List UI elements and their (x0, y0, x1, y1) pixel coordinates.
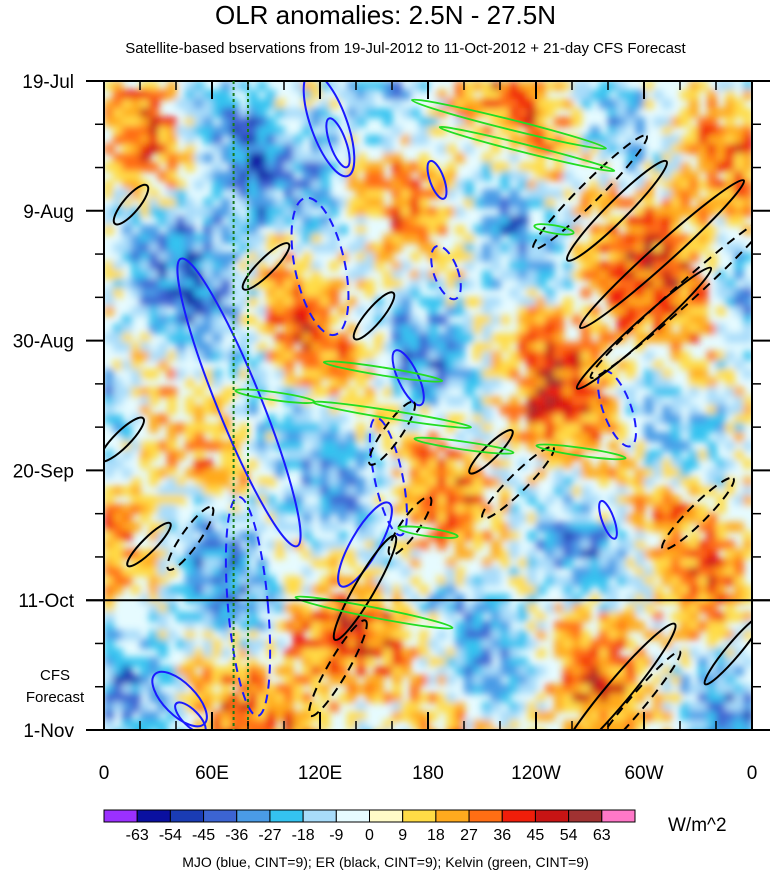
colorbar-swatch (402, 809, 437, 823)
legend-footer: MJO (blue, CINT=9); ER (black, CINT=9); … (182, 854, 589, 870)
colorbar-swatch (468, 809, 503, 823)
colorbar-swatch (369, 809, 404, 823)
colorbar-level-label: -36 (225, 827, 248, 844)
cfs-label-line2: Forecast (25, 689, 85, 706)
colorbar-level-label: 0 (365, 827, 374, 844)
cfs-label-line1: CFS (40, 667, 70, 684)
colorbar-swatch (103, 809, 138, 823)
x-tick-label: 0 (747, 763, 758, 784)
colorbar-level-label: -27 (258, 827, 281, 844)
colorbar-level-label: -54 (159, 827, 182, 844)
heatmap-field (104, 81, 752, 730)
colorbar-swatch (568, 809, 603, 823)
colorbar-swatch (435, 809, 470, 823)
colorbar-swatch (601, 809, 636, 823)
colorbar-units: W/m^2 (668, 815, 727, 836)
axes: 19-Jul 9-Aug 30-Aug 20-Sep 11-Oct 1-Nov 0 60E 12… (13, 72, 770, 784)
wave-contours (104, 81, 752, 730)
x-tick-label: 60E (195, 763, 229, 784)
chart-subtitle: Satellite-based bservations from 19-Jul-… (125, 40, 686, 57)
colorbar-level-label: 54 (560, 827, 578, 844)
y-tick-label: 19-Jul (22, 72, 74, 93)
x-tick-label: 60W (624, 763, 663, 784)
colorbar-level-label: 27 (460, 827, 478, 844)
colorbar-swatch (136, 809, 171, 823)
x-tick-label: 0 (99, 763, 110, 784)
y-tick-label: 20-Sep (13, 461, 74, 482)
y-tick-label: 1-Nov (23, 721, 74, 742)
colorbar-level-label: -18 (292, 827, 315, 844)
colorbar-level-label: -9 (329, 827, 343, 844)
colorbar-swatch (236, 809, 271, 823)
colorbar-level-label: 36 (493, 827, 511, 844)
cfs-forecast-label: CFS Forecast (20, 665, 90, 709)
colorbar: -63 -54 -45 -36 -27 -18 -9 0 9 18 27 36 45 54 63 (103, 809, 636, 844)
colorbar-swatch (169, 809, 205, 823)
x-tick-label: 180 (412, 763, 444, 784)
x-tick-label: 120W (511, 763, 561, 784)
y-tick-label: 9-Aug (23, 202, 74, 223)
chart-title: OLR anomalies: 2.5N - 27.5N (214, 0, 557, 30)
colorbar-level-label: 45 (527, 827, 545, 844)
colorbar-swatch (269, 809, 304, 823)
x-tick-label: 120E (298, 763, 342, 784)
y-tick-label: 11-Oct (18, 591, 74, 612)
colorbar-level-label: 63 (593, 827, 611, 844)
colorbar-level-label: 9 (398, 827, 407, 844)
colorbar-swatch (501, 809, 536, 823)
colorbar-swatch (534, 809, 570, 823)
colorbar-swatch (335, 809, 370, 823)
colorbar-swatch (302, 809, 337, 823)
colorbar-level-label: -63 (126, 827, 149, 844)
colorbar-level-label: 18 (427, 827, 445, 844)
colorbar-swatch (203, 809, 238, 823)
y-tick-label: 30-Aug (13, 332, 74, 353)
colorbar-level-label: -45 (192, 827, 215, 844)
